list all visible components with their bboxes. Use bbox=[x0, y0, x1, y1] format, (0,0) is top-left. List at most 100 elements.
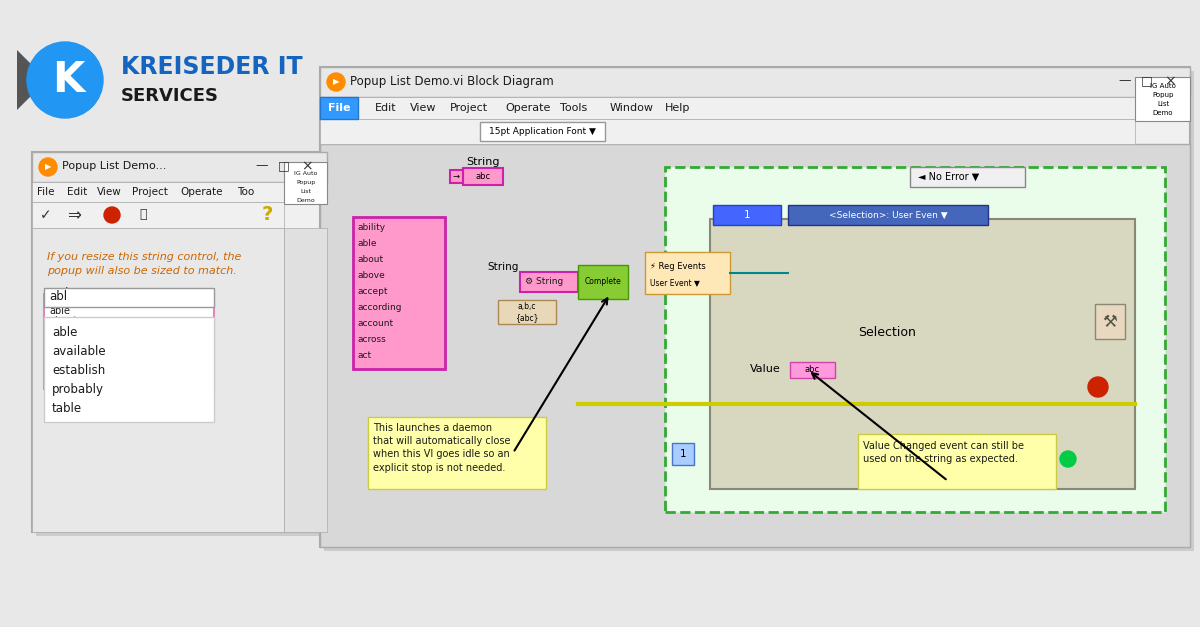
Text: Operate: Operate bbox=[180, 187, 222, 197]
FancyBboxPatch shape bbox=[646, 252, 730, 294]
FancyBboxPatch shape bbox=[368, 417, 546, 489]
FancyBboxPatch shape bbox=[32, 182, 326, 202]
Text: View: View bbox=[97, 187, 121, 197]
Text: about: about bbox=[358, 255, 383, 264]
Text: —: — bbox=[256, 159, 269, 172]
Text: K: K bbox=[52, 59, 84, 101]
Text: able: able bbox=[49, 306, 70, 316]
Text: Help: Help bbox=[665, 103, 690, 113]
FancyBboxPatch shape bbox=[1096, 304, 1126, 339]
FancyBboxPatch shape bbox=[32, 152, 326, 532]
Text: File: File bbox=[328, 103, 350, 113]
Text: →: → bbox=[452, 172, 460, 181]
Text: accept: accept bbox=[49, 336, 82, 346]
FancyBboxPatch shape bbox=[32, 152, 326, 182]
Text: abl: abl bbox=[49, 290, 67, 303]
Text: able: able bbox=[52, 326, 77, 339]
Circle shape bbox=[104, 207, 120, 223]
Text: ability: ability bbox=[49, 296, 79, 306]
Text: ✓: ✓ bbox=[40, 208, 52, 222]
Circle shape bbox=[38, 158, 58, 176]
Text: 1: 1 bbox=[744, 210, 750, 220]
Text: KREISEDER IT: KREISEDER IT bbox=[121, 55, 302, 79]
FancyBboxPatch shape bbox=[32, 202, 284, 228]
Text: ×: × bbox=[301, 159, 313, 173]
FancyBboxPatch shape bbox=[320, 67, 1190, 97]
Text: If you resize this string control, the
popup will also be sized to match.: If you resize this string control, the p… bbox=[47, 252, 241, 276]
Text: Demo: Demo bbox=[1153, 110, 1174, 116]
Text: about: about bbox=[49, 316, 77, 326]
Text: above: above bbox=[49, 326, 79, 336]
Circle shape bbox=[1060, 451, 1076, 467]
Text: String: String bbox=[467, 157, 499, 167]
Text: □: □ bbox=[278, 159, 290, 172]
Text: ⚒: ⚒ bbox=[1103, 313, 1117, 331]
Text: Edit: Edit bbox=[67, 187, 88, 197]
Polygon shape bbox=[17, 50, 47, 110]
Text: View: View bbox=[410, 103, 437, 113]
FancyBboxPatch shape bbox=[284, 162, 326, 204]
Text: ⇒: ⇒ bbox=[67, 206, 80, 224]
FancyBboxPatch shape bbox=[463, 168, 503, 185]
FancyBboxPatch shape bbox=[353, 217, 445, 369]
Text: Popup: Popup bbox=[1152, 92, 1174, 98]
Text: Complete: Complete bbox=[584, 278, 622, 287]
Text: ▶: ▶ bbox=[332, 78, 340, 87]
Text: Popup: Popup bbox=[296, 180, 316, 185]
Text: available: available bbox=[52, 345, 106, 358]
Text: above: above bbox=[358, 271, 385, 280]
Text: accept: accept bbox=[358, 287, 388, 296]
FancyBboxPatch shape bbox=[665, 167, 1165, 512]
FancyBboxPatch shape bbox=[520, 272, 578, 292]
FancyBboxPatch shape bbox=[788, 205, 988, 225]
FancyBboxPatch shape bbox=[672, 443, 694, 465]
Text: a,b,c
{abc}: a,b,c {abc} bbox=[515, 302, 539, 322]
Text: account: account bbox=[49, 356, 88, 366]
FancyBboxPatch shape bbox=[36, 156, 331, 536]
Text: ⚙ String: ⚙ String bbox=[526, 278, 563, 287]
Text: act: act bbox=[49, 376, 65, 386]
FancyBboxPatch shape bbox=[44, 317, 214, 422]
Text: Project: Project bbox=[132, 187, 168, 197]
Text: Selection: Selection bbox=[858, 325, 916, 339]
FancyBboxPatch shape bbox=[710, 219, 1135, 489]
FancyBboxPatch shape bbox=[713, 205, 781, 225]
Text: ⏸: ⏸ bbox=[139, 209, 146, 221]
Text: according: according bbox=[358, 303, 402, 312]
FancyBboxPatch shape bbox=[1135, 77, 1190, 121]
FancyBboxPatch shape bbox=[910, 167, 1025, 187]
Text: Demo: Demo bbox=[296, 198, 316, 203]
Text: ×: × bbox=[1164, 74, 1176, 88]
Text: File: File bbox=[37, 187, 54, 197]
FancyBboxPatch shape bbox=[284, 228, 326, 532]
FancyBboxPatch shape bbox=[578, 265, 628, 299]
Text: Value: Value bbox=[750, 364, 781, 374]
Text: Popup List Demo.vi Block Diagram: Popup List Demo.vi Block Diagram bbox=[350, 75, 553, 88]
Text: ?: ? bbox=[262, 206, 274, 224]
Text: abc: abc bbox=[475, 172, 491, 181]
Text: String: String bbox=[47, 287, 84, 300]
Text: across: across bbox=[358, 335, 385, 344]
Circle shape bbox=[326, 73, 346, 91]
Text: across: across bbox=[49, 366, 80, 376]
Text: ⚡ Reg Events: ⚡ Reg Events bbox=[650, 262, 706, 271]
Text: table: table bbox=[52, 402, 82, 415]
Text: Too: Too bbox=[238, 187, 254, 197]
FancyBboxPatch shape bbox=[480, 122, 605, 141]
FancyBboxPatch shape bbox=[44, 288, 214, 307]
Text: 15pt Application Font ▼: 15pt Application Font ▼ bbox=[488, 127, 595, 135]
Text: establish: establish bbox=[52, 364, 106, 377]
FancyBboxPatch shape bbox=[320, 67, 1190, 547]
Text: Operate: Operate bbox=[505, 103, 551, 113]
FancyBboxPatch shape bbox=[324, 71, 1194, 551]
FancyBboxPatch shape bbox=[44, 294, 214, 389]
Text: Edit: Edit bbox=[374, 103, 397, 113]
Text: account: account bbox=[358, 319, 394, 328]
FancyBboxPatch shape bbox=[32, 228, 284, 532]
Text: ▶: ▶ bbox=[44, 162, 52, 172]
Text: according: according bbox=[49, 346, 97, 356]
FancyBboxPatch shape bbox=[320, 119, 1135, 144]
Text: —: — bbox=[1118, 75, 1132, 88]
Text: IG Auto: IG Auto bbox=[294, 171, 318, 176]
Text: probably: probably bbox=[52, 383, 104, 396]
